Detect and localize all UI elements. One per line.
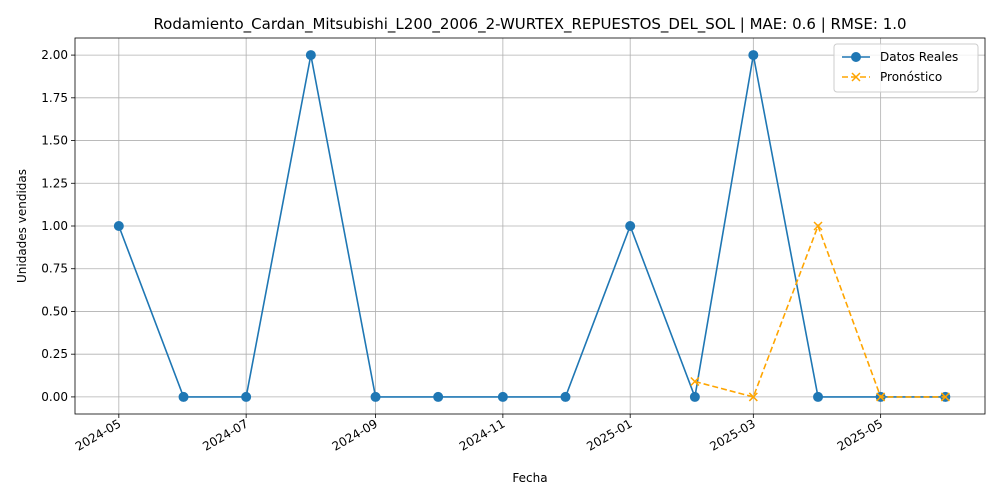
legend-marker <box>851 52 861 62</box>
legend: Datos Reales Pronóstico <box>833 43 979 93</box>
data-point <box>497 391 508 402</box>
y-tick-label: 1.00 <box>41 219 68 233</box>
data-point <box>433 391 444 402</box>
forecast-point <box>748 392 758 402</box>
y-tick-label: 0.75 <box>41 262 68 276</box>
data-point <box>625 221 636 231</box>
series-layer <box>113 50 951 402</box>
y-axis-label: Unidades vendidas <box>15 169 29 283</box>
y-tick-label: 0.50 <box>41 304 68 318</box>
x-axis-label: Fecha <box>512 471 547 485</box>
y-tick-label: 0.00 <box>41 390 68 404</box>
legend-marker <box>851 72 861 82</box>
data-point <box>370 391 381 402</box>
data-point <box>178 391 189 402</box>
series-forecast <box>690 221 950 402</box>
series-line <box>118 54 946 400</box>
legend-label: Pronóstico <box>880 70 942 84</box>
y-tick-label: 1.75 <box>41 91 68 105</box>
chart-title: Rodamiento_Cardan_Mitsubishi_L200_2006_2… <box>153 15 906 34</box>
data-point <box>305 50 316 61</box>
forecast-point <box>690 376 700 387</box>
y-axis-ticks: 0.00 0.25 0.50 0.75 1.00 1.25 1.50 1.75 2.00 <box>41 48 75 404</box>
data-point <box>689 391 700 402</box>
forecast-point <box>813 221 823 231</box>
legend-entry: Datos Reales <box>842 50 958 64</box>
forecast-point <box>940 392 950 402</box>
y-tick-label: 0.25 <box>41 347 68 361</box>
data-point <box>813 391 824 402</box>
data-point <box>560 391 571 402</box>
legend-entry: Pronóstico <box>842 70 942 84</box>
data-point <box>113 221 124 231</box>
legend-box <box>833 43 979 93</box>
data-point <box>748 50 759 61</box>
y-tick-label: 1.25 <box>41 176 68 190</box>
legend-label: Datos Reales <box>880 50 958 64</box>
data-point <box>241 391 252 402</box>
forecast-point <box>876 392 886 402</box>
y-tick-label: 2.00 <box>41 48 68 62</box>
y-tick-label: 1.50 <box>41 134 68 148</box>
